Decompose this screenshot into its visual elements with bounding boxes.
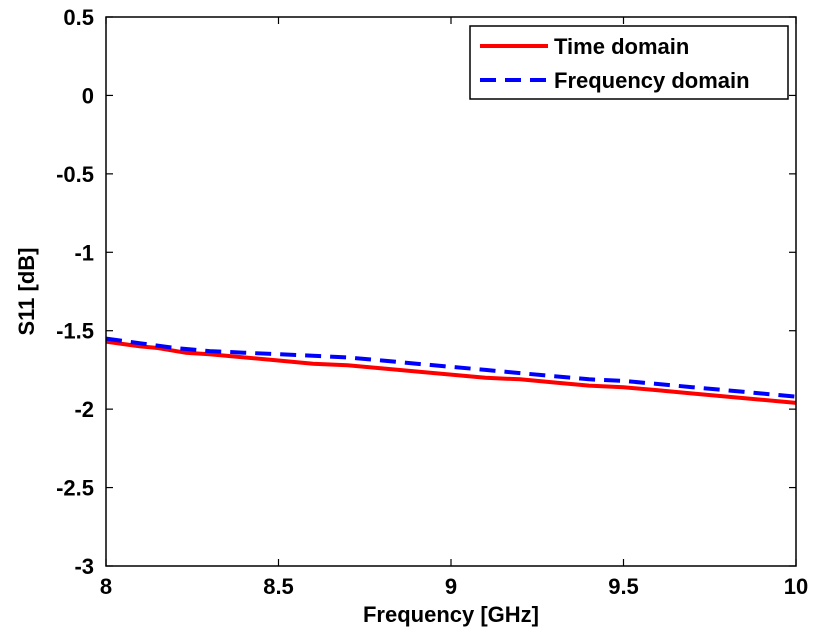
x-tick-label: 10 — [784, 574, 808, 599]
y-tick-label: 0.5 — [63, 5, 94, 30]
legend: Time domain Frequency domain — [470, 26, 788, 99]
y-tick-label: -1 — [74, 240, 94, 265]
y-tick-label: 0 — [82, 83, 94, 108]
x-tick-label: 8.5 — [263, 574, 294, 599]
y-tick-label: -2.5 — [56, 476, 94, 501]
x-tick-label: 9 — [445, 574, 457, 599]
x-axis-label: Frequency [GHz] — [363, 602, 539, 627]
plot-lines — [106, 339, 796, 403]
y-tick-label: -1.5 — [56, 319, 94, 344]
y-axis-label: S11 [dB] — [14, 247, 39, 335]
x-tick-label: 9.5 — [608, 574, 639, 599]
y-tick-label: -2 — [74, 397, 94, 422]
x-tick-label: 8 — [100, 574, 112, 599]
y-tick-label: -3 — [74, 554, 94, 579]
legend-label-time-domain: Time domain — [554, 34, 689, 59]
legend-label-frequency-domain: Frequency domain — [554, 68, 750, 93]
series-line-frequency-domain — [106, 339, 796, 397]
y-tick-label: -0.5 — [56, 162, 94, 187]
